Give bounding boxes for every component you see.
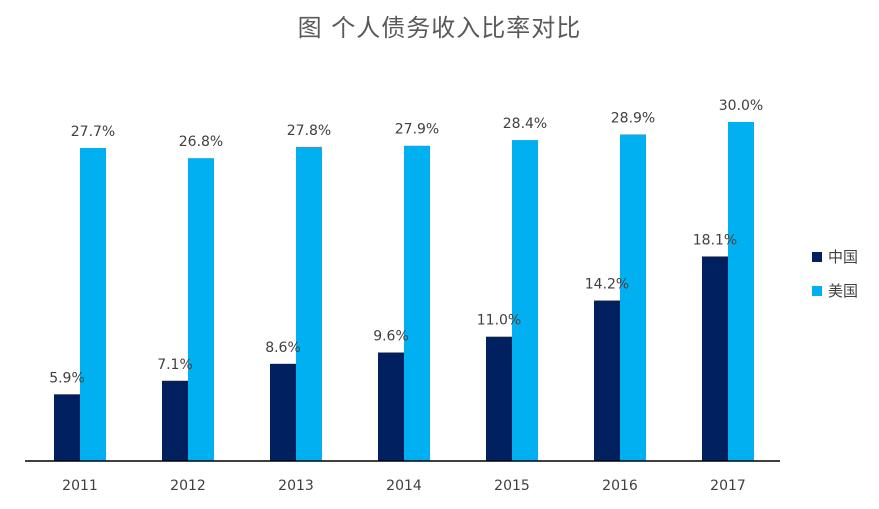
data-label-usa-2017: 30.0% [719, 98, 763, 114]
x-tick-label-2012: 2012 [170, 478, 206, 494]
data-label-china-2017: 18.1% [693, 232, 737, 248]
data-label-china-2016: 14.2% [585, 277, 629, 293]
bar-usa-2013 [296, 146, 322, 462]
bar-china-2012 [162, 380, 188, 461]
bar-china-2016 [594, 300, 620, 461]
data-label-china-2014: 9.6% [373, 329, 409, 345]
x-tick-label-2013: 2013 [278, 478, 314, 494]
x-tick-label-2017: 2017 [710, 478, 746, 494]
data-label-china-2011: 5.9% [49, 370, 85, 386]
data-label-china-2013: 8.6% [265, 340, 301, 356]
bar-china-2013 [270, 363, 296, 461]
data-label-usa-2012: 26.8% [179, 134, 223, 150]
x-tick-label-2014: 2014 [386, 478, 422, 494]
legend-swatch-usa [812, 286, 822, 296]
chart-title: 图 个人债务收入比率对比 [297, 14, 582, 42]
bar-usa-2012 [188, 158, 214, 461]
legend-label-usa: 美国 [828, 282, 858, 300]
data-label-usa-2016: 28.9% [611, 110, 655, 126]
data-label-usa-2011: 27.7% [71, 124, 115, 140]
data-label-usa-2013: 27.8% [287, 123, 331, 139]
bar-usa-2011 [80, 147, 106, 462]
bar-china-2017 [702, 256, 728, 461]
x-tick-label-2011: 2011 [62, 478, 98, 494]
bar-usa-2016 [620, 134, 646, 461]
data-label-usa-2015: 28.4% [503, 116, 547, 132]
legend-swatch-china [812, 252, 822, 262]
x-tick-labels-group: 2011 2012 2013 2014 2015 2016 2017 [62, 478, 746, 494]
data-labels-group: 5.9% 27.7% 7.1% 26.8% 8.6% 27.8% 9.6% 27.9% 11.0… [49, 98, 763, 386]
bar-usa-2015 [512, 140, 538, 461]
data-label-usa-2014: 27.9% [395, 122, 439, 138]
x-tick-label-2015: 2015 [494, 478, 530, 494]
bar-china-2015 [486, 336, 512, 461]
legend-label-china: 中国 [828, 248, 858, 266]
data-label-china-2012: 7.1% [157, 357, 193, 373]
data-label-china-2015: 11.0% [477, 313, 521, 329]
bar-china-2014 [378, 352, 404, 461]
bar-usa-2014 [404, 145, 430, 462]
bars-group [54, 122, 754, 462]
x-tick-label-2016: 2016 [602, 478, 638, 494]
bar-usa-2017 [728, 122, 754, 461]
bar-china-2011 [54, 394, 80, 461]
